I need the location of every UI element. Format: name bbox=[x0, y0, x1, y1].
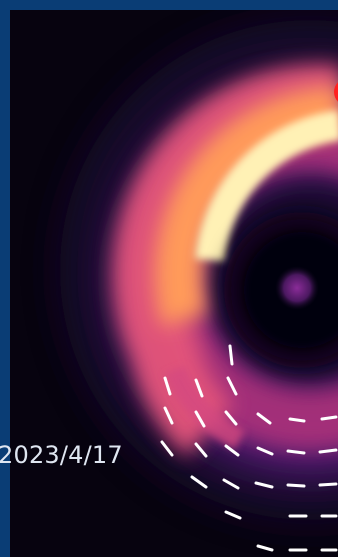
red-marker bbox=[334, 82, 338, 102]
polarization-ticks bbox=[160, 344, 338, 552]
date-label: 2023/4/17 bbox=[0, 441, 123, 469]
central-source bbox=[275, 266, 319, 310]
astronomical-image bbox=[10, 10, 338, 557]
ring-crescent bbox=[112, 64, 338, 457]
ring-image-svg bbox=[10, 10, 338, 557]
